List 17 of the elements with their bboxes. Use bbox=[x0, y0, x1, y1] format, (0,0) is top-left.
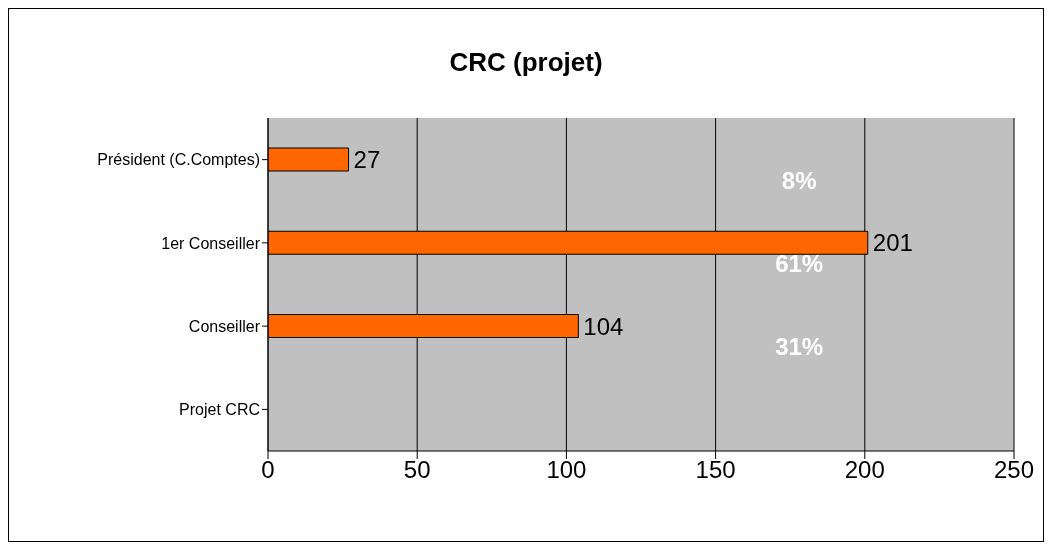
y-tick-label: Président (C.Comptes) bbox=[97, 151, 260, 169]
annotation: 8% bbox=[780, 166, 818, 195]
data-label: 27 bbox=[353, 146, 381, 174]
chart-title: CRC (projet) bbox=[448, 47, 604, 78]
annotation: 61% bbox=[774, 249, 825, 278]
y-tick-label: 1er Conseiller bbox=[161, 234, 261, 252]
data-label: 201 bbox=[872, 229, 913, 257]
x-tick-label: 150 bbox=[695, 456, 736, 484]
x-tick-label: 50 bbox=[403, 456, 431, 484]
data-label: 104 bbox=[583, 312, 624, 340]
x-tick-label: 0 bbox=[261, 456, 275, 484]
y-tick-label: Conseiller bbox=[188, 317, 261, 335]
annotation: 31% bbox=[774, 332, 825, 361]
x-tick-label: 250 bbox=[993, 456, 1035, 484]
y-tick-label: Projet CRC bbox=[179, 401, 260, 419]
x-tick-label: 200 bbox=[844, 456, 885, 484]
x-tick-label: 100 bbox=[546, 456, 587, 484]
